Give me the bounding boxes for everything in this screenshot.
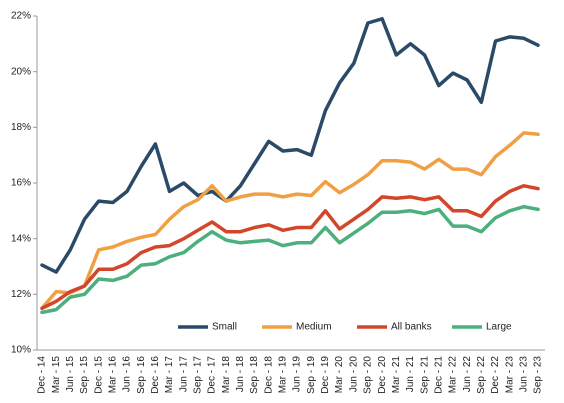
- x-tick-label: Sep - 23: [533, 356, 544, 394]
- y-tick-label: 10%: [11, 345, 31, 356]
- x-tick-label: Mar - 16: [107, 356, 118, 394]
- x-tick-label: Mar - 23: [504, 356, 515, 394]
- x-tick-label: Jun - 23: [518, 356, 529, 393]
- x-tick-label: Mar - 20: [334, 356, 345, 394]
- x-tick-label: Sep - 20: [363, 356, 374, 394]
- x-tick-label: Sep - 22: [476, 356, 487, 394]
- series-line: [40, 17, 540, 274]
- x-tick-label: Dec - 16: [150, 356, 161, 394]
- x-tick-label: Mar - 17: [164, 356, 175, 394]
- x-tick-label: Sep - 15: [79, 356, 90, 394]
- x-tick-label: Sep - 19: [306, 356, 317, 394]
- x-tick-label: Dec - 15: [93, 356, 104, 394]
- y-tick-label: 18%: [11, 122, 31, 133]
- x-tick-label: Mar - 19: [278, 356, 289, 394]
- x-tick-label: Sep - 21: [419, 356, 430, 394]
- x-tick-label: Jun - 18: [235, 356, 246, 393]
- y-tick-label: 20%: [11, 66, 31, 77]
- y-tick-label: 12%: [11, 289, 31, 300]
- x-tick-label: Jun - 19: [292, 356, 303, 393]
- x-tick-label: Dec - 19: [320, 356, 331, 394]
- x-tick-label: Jun - 20: [348, 356, 359, 393]
- x-tick-label: Dec - 14: [37, 356, 48, 394]
- x-tick-label: Dec - 18: [263, 356, 274, 394]
- x-tick-label: Jun - 16: [122, 356, 133, 393]
- x-tick-label: Dec - 21: [433, 356, 444, 394]
- x-tick-label: Sep - 18: [249, 356, 260, 394]
- x-tick-label: Dec - 22: [490, 356, 501, 394]
- x-tick-label: Jun - 15: [65, 356, 76, 393]
- x-tick-label: Sep - 17: [193, 356, 204, 394]
- series-line: [40, 184, 540, 311]
- y-tick-label: 22%: [11, 11, 31, 22]
- legend-label: Large: [486, 322, 512, 333]
- series-line: [40, 131, 540, 311]
- y-tick-label: 14%: [11, 233, 31, 244]
- x-tick-label: Mar - 21: [391, 356, 402, 394]
- x-tick-label: Jun - 21: [405, 356, 416, 393]
- x-tick-label: Dec - 17: [207, 356, 218, 394]
- legend-label: All banks: [391, 322, 432, 333]
- x-tick-label: Mar - 22: [448, 356, 459, 394]
- x-tick-label: Mar - 15: [51, 356, 62, 394]
- x-tick-label: Jun - 22: [462, 356, 473, 393]
- x-tick-label: Sep - 16: [136, 356, 147, 394]
- series-line: [40, 204, 540, 315]
- x-tick-label: Mar - 18: [221, 356, 232, 394]
- x-tick-label: Jun - 17: [178, 356, 189, 393]
- legend-label: Small: [212, 322, 237, 333]
- x-tick-label: Dec - 20: [377, 356, 388, 394]
- legend-label: Medium: [296, 322, 332, 333]
- y-tick-label: 16%: [11, 178, 31, 189]
